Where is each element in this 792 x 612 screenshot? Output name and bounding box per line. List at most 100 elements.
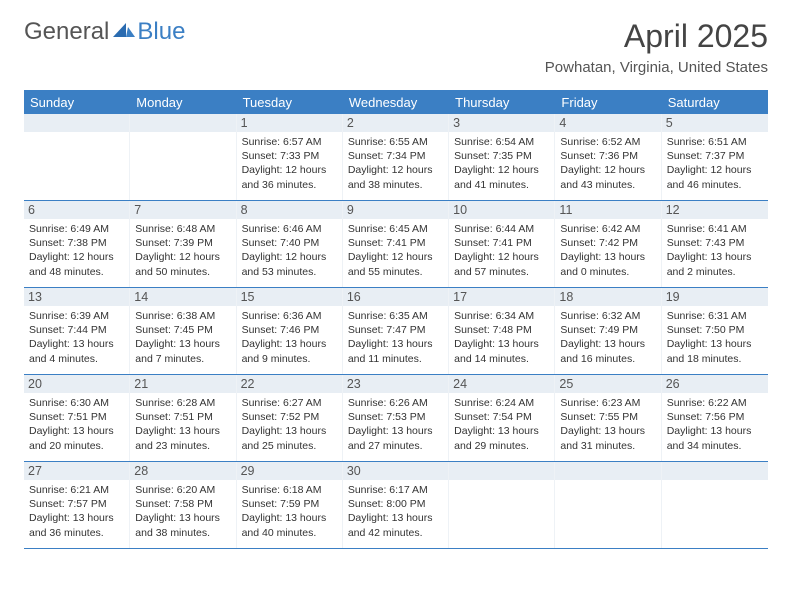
week-row: 13Sunrise: 6:39 AMSunset: 7:44 PMDayligh… <box>24 288 768 375</box>
sunrise-line: Sunrise: 6:26 AM <box>348 396 443 410</box>
day-number: 1 <box>237 114 342 132</box>
day-number: 21 <box>130 375 235 393</box>
daylight-line: Daylight: 12 hours and 43 minutes. <box>560 163 655 191</box>
day-header-cell: Wednesday <box>343 91 449 114</box>
day-number: 17 <box>449 288 554 306</box>
page-subtitle: Powhatan, Virginia, United States <box>545 59 768 76</box>
sunset-line: Sunset: 7:38 PM <box>29 236 124 250</box>
sunrise-line: Sunrise: 6:54 AM <box>454 135 549 149</box>
day-cell: 9Sunrise: 6:45 AMSunset: 7:41 PMDaylight… <box>343 201 449 287</box>
daylight-line: Daylight: 13 hours and 31 minutes. <box>560 424 655 452</box>
sunrise-line: Sunrise: 6:36 AM <box>242 309 337 323</box>
day-number: 4 <box>555 114 660 132</box>
day-cell: 25Sunrise: 6:23 AMSunset: 7:55 PMDayligh… <box>555 375 661 461</box>
daylight-line: Daylight: 12 hours and 53 minutes. <box>242 250 337 278</box>
day-cell: 29Sunrise: 6:18 AMSunset: 7:59 PMDayligh… <box>237 462 343 548</box>
sunrise-line: Sunrise: 6:21 AM <box>29 483 124 497</box>
sunrise-line: Sunrise: 6:45 AM <box>348 222 443 236</box>
day-number: 29 <box>237 462 342 480</box>
sunrise-line: Sunrise: 6:31 AM <box>667 309 763 323</box>
sunset-line: Sunset: 7:52 PM <box>242 410 337 424</box>
page-header: General Blue April 2025 Powhatan, Virgin… <box>0 0 792 82</box>
day-cell: 16Sunrise: 6:35 AMSunset: 7:47 PMDayligh… <box>343 288 449 374</box>
day-number: 30 <box>343 462 448 480</box>
sunset-line: Sunset: 7:49 PM <box>560 323 655 337</box>
day-cell: 1Sunrise: 6:57 AMSunset: 7:33 PMDaylight… <box>237 114 343 200</box>
daylight-line: Daylight: 13 hours and 11 minutes. <box>348 337 443 365</box>
day-cell: 18Sunrise: 6:32 AMSunset: 7:49 PMDayligh… <box>555 288 661 374</box>
daylight-line: Daylight: 12 hours and 57 minutes. <box>454 250 549 278</box>
day-number: 14 <box>130 288 235 306</box>
day-cell <box>130 114 236 200</box>
sunrise-line: Sunrise: 6:35 AM <box>348 309 443 323</box>
sunrise-line: Sunrise: 6:20 AM <box>135 483 230 497</box>
sunrise-line: Sunrise: 6:49 AM <box>29 222 124 236</box>
daylight-line: Daylight: 13 hours and 4 minutes. <box>29 337 124 365</box>
daylight-line: Daylight: 12 hours and 46 minutes. <box>667 163 763 191</box>
day-number: 12 <box>662 201 768 219</box>
week-row: 6Sunrise: 6:49 AMSunset: 7:38 PMDaylight… <box>24 201 768 288</box>
sunset-line: Sunset: 7:34 PM <box>348 149 443 163</box>
day-number: 6 <box>24 201 129 219</box>
sunset-line: Sunset: 7:53 PM <box>348 410 443 424</box>
sunrise-line: Sunrise: 6:30 AM <box>29 396 124 410</box>
day-cell <box>555 462 661 548</box>
daylight-line: Daylight: 13 hours and 27 minutes. <box>348 424 443 452</box>
day-cell: 24Sunrise: 6:24 AMSunset: 7:54 PMDayligh… <box>449 375 555 461</box>
daylight-line: Daylight: 13 hours and 2 minutes. <box>667 250 763 278</box>
sunrise-line: Sunrise: 6:48 AM <box>135 222 230 236</box>
day-cell: 22Sunrise: 6:27 AMSunset: 7:52 PMDayligh… <box>237 375 343 461</box>
sunrise-line: Sunrise: 6:34 AM <box>454 309 549 323</box>
daylight-line: Daylight: 12 hours and 36 minutes. <box>242 163 337 191</box>
week-row: 1Sunrise: 6:57 AMSunset: 7:33 PMDaylight… <box>24 114 768 201</box>
daylight-line: Daylight: 12 hours and 48 minutes. <box>29 250 124 278</box>
daylight-line: Daylight: 13 hours and 9 minutes. <box>242 337 337 365</box>
day-cell: 13Sunrise: 6:39 AMSunset: 7:44 PMDayligh… <box>24 288 130 374</box>
sunrise-line: Sunrise: 6:57 AM <box>242 135 337 149</box>
day-number: 24 <box>449 375 554 393</box>
sunrise-line: Sunrise: 6:27 AM <box>242 396 337 410</box>
day-cell: 14Sunrise: 6:38 AMSunset: 7:45 PMDayligh… <box>130 288 236 374</box>
day-number-empty <box>555 462 660 480</box>
sunset-line: Sunset: 7:45 PM <box>135 323 230 337</box>
day-header-cell: Saturday <box>662 91 768 114</box>
logo-text-blue: Blue <box>137 18 185 46</box>
day-number: 5 <box>662 114 768 132</box>
day-cell: 8Sunrise: 6:46 AMSunset: 7:40 PMDaylight… <box>237 201 343 287</box>
day-number: 19 <box>662 288 768 306</box>
day-cell: 10Sunrise: 6:44 AMSunset: 7:41 PMDayligh… <box>449 201 555 287</box>
calendar-table: SundayMondayTuesdayWednesdayThursdayFrid… <box>24 90 768 549</box>
daylight-line: Daylight: 13 hours and 16 minutes. <box>560 337 655 365</box>
day-cell: 3Sunrise: 6:54 AMSunset: 7:35 PMDaylight… <box>449 114 555 200</box>
sunset-line: Sunset: 7:50 PM <box>667 323 763 337</box>
day-cell: 21Sunrise: 6:28 AMSunset: 7:51 PMDayligh… <box>130 375 236 461</box>
sunrise-line: Sunrise: 6:38 AM <box>135 309 230 323</box>
day-number: 22 <box>237 375 342 393</box>
daylight-line: Daylight: 13 hours and 14 minutes. <box>454 337 549 365</box>
day-cell <box>24 114 130 200</box>
sunset-line: Sunset: 7:36 PM <box>560 149 655 163</box>
sunset-line: Sunset: 7:55 PM <box>560 410 655 424</box>
day-cell: 7Sunrise: 6:48 AMSunset: 7:39 PMDaylight… <box>130 201 236 287</box>
daylight-line: Daylight: 13 hours and 18 minutes. <box>667 337 763 365</box>
sunrise-line: Sunrise: 6:24 AM <box>454 396 549 410</box>
day-cell: 5Sunrise: 6:51 AMSunset: 7:37 PMDaylight… <box>662 114 768 200</box>
day-number: 11 <box>555 201 660 219</box>
sunset-line: Sunset: 7:44 PM <box>29 323 124 337</box>
sunset-line: Sunset: 7:57 PM <box>29 497 124 511</box>
sunrise-line: Sunrise: 6:52 AM <box>560 135 655 149</box>
daylight-line: Daylight: 12 hours and 50 minutes. <box>135 250 230 278</box>
day-header-cell: Thursday <box>449 91 555 114</box>
day-number: 26 <box>662 375 768 393</box>
sunrise-line: Sunrise: 6:46 AM <box>242 222 337 236</box>
day-header-row: SundayMondayTuesdayWednesdayThursdayFrid… <box>24 91 768 114</box>
day-cell: 27Sunrise: 6:21 AMSunset: 7:57 PMDayligh… <box>24 462 130 548</box>
day-number: 3 <box>449 114 554 132</box>
daylight-line: Daylight: 13 hours and 20 minutes. <box>29 424 124 452</box>
week-row: 20Sunrise: 6:30 AMSunset: 7:51 PMDayligh… <box>24 375 768 462</box>
logo-text-general: General <box>24 18 109 46</box>
day-header-cell: Sunday <box>24 91 130 114</box>
daylight-line: Daylight: 13 hours and 36 minutes. <box>29 511 124 539</box>
day-number: 25 <box>555 375 660 393</box>
day-number-empty <box>662 462 768 480</box>
